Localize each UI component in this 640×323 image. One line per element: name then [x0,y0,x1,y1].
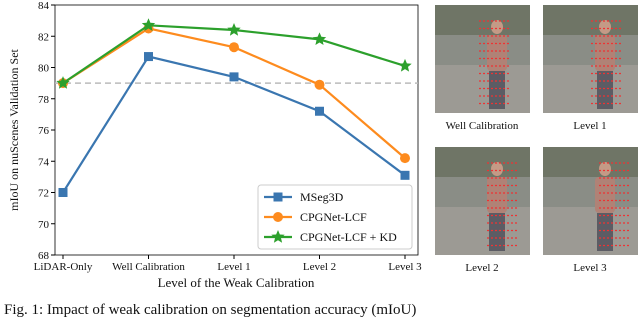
y-tick-label: 82 [38,31,49,43]
marker [271,230,285,243]
photo-label: Level 1 [573,120,606,132]
marker [400,170,410,180]
photo-tree [543,147,638,177]
y-tick-label: 74 [38,156,50,168]
photo [543,5,638,113]
caption: Fig. 1: Impact of weak calibration on se… [4,302,416,318]
marker [56,76,70,89]
photo-ground [543,207,638,255]
photo-tree [543,5,638,35]
photo-ground [435,207,530,255]
legend-box [257,184,413,250]
marker [398,58,412,72]
y-tick-label: 80 [38,63,50,75]
photo [435,147,530,255]
marker [273,192,283,202]
marker [400,153,410,164]
marker [315,106,324,116]
person-head [491,162,503,176]
y-tick-label: 84 [38,0,50,12]
photo [543,147,638,255]
marker [141,18,156,31]
photo-tree [435,5,530,35]
x-axis-label: Level of the Weak Calibration [158,275,315,290]
marker [229,72,239,82]
photo-label: Level 3 [573,262,607,274]
x-tick-label: Level 1 [217,261,250,273]
y-axis-label: mIoU on nuScenes Validation Set [7,48,21,210]
y-tick-label: 78 [38,94,50,106]
photo-ground [543,65,638,113]
marker [227,23,241,36]
y-tick-label: 70 [38,219,50,231]
y-tick-label: 76 [38,125,50,137]
x-tick-label: Well Calibration [112,261,185,273]
marker [144,52,153,62]
person-head [491,20,503,34]
legend-label: MSeg3D [300,190,344,204]
photo-ground [435,65,530,113]
marker [58,188,68,197]
marker [312,32,327,45]
x-tick-label: LiDAR-Only [34,261,93,273]
marker [229,42,239,53]
x-tick-label: Level 2 [303,261,336,273]
legend-label: CPGNet-LCF + KD [300,230,397,244]
photo [435,5,530,113]
marker [314,79,325,90]
legend-label: CPGNet-LCF [300,210,367,224]
photo-tree [435,147,530,177]
x-tick-label: Level 3 [388,261,422,273]
y-tick-label: 72 [38,188,49,200]
marker [273,212,283,222]
y-tick-label: 68 [38,250,50,262]
person-head [599,162,611,176]
photo-label: Level 2 [465,262,498,274]
photo-label: Well Calibration [446,120,519,132]
person-head [599,20,611,34]
